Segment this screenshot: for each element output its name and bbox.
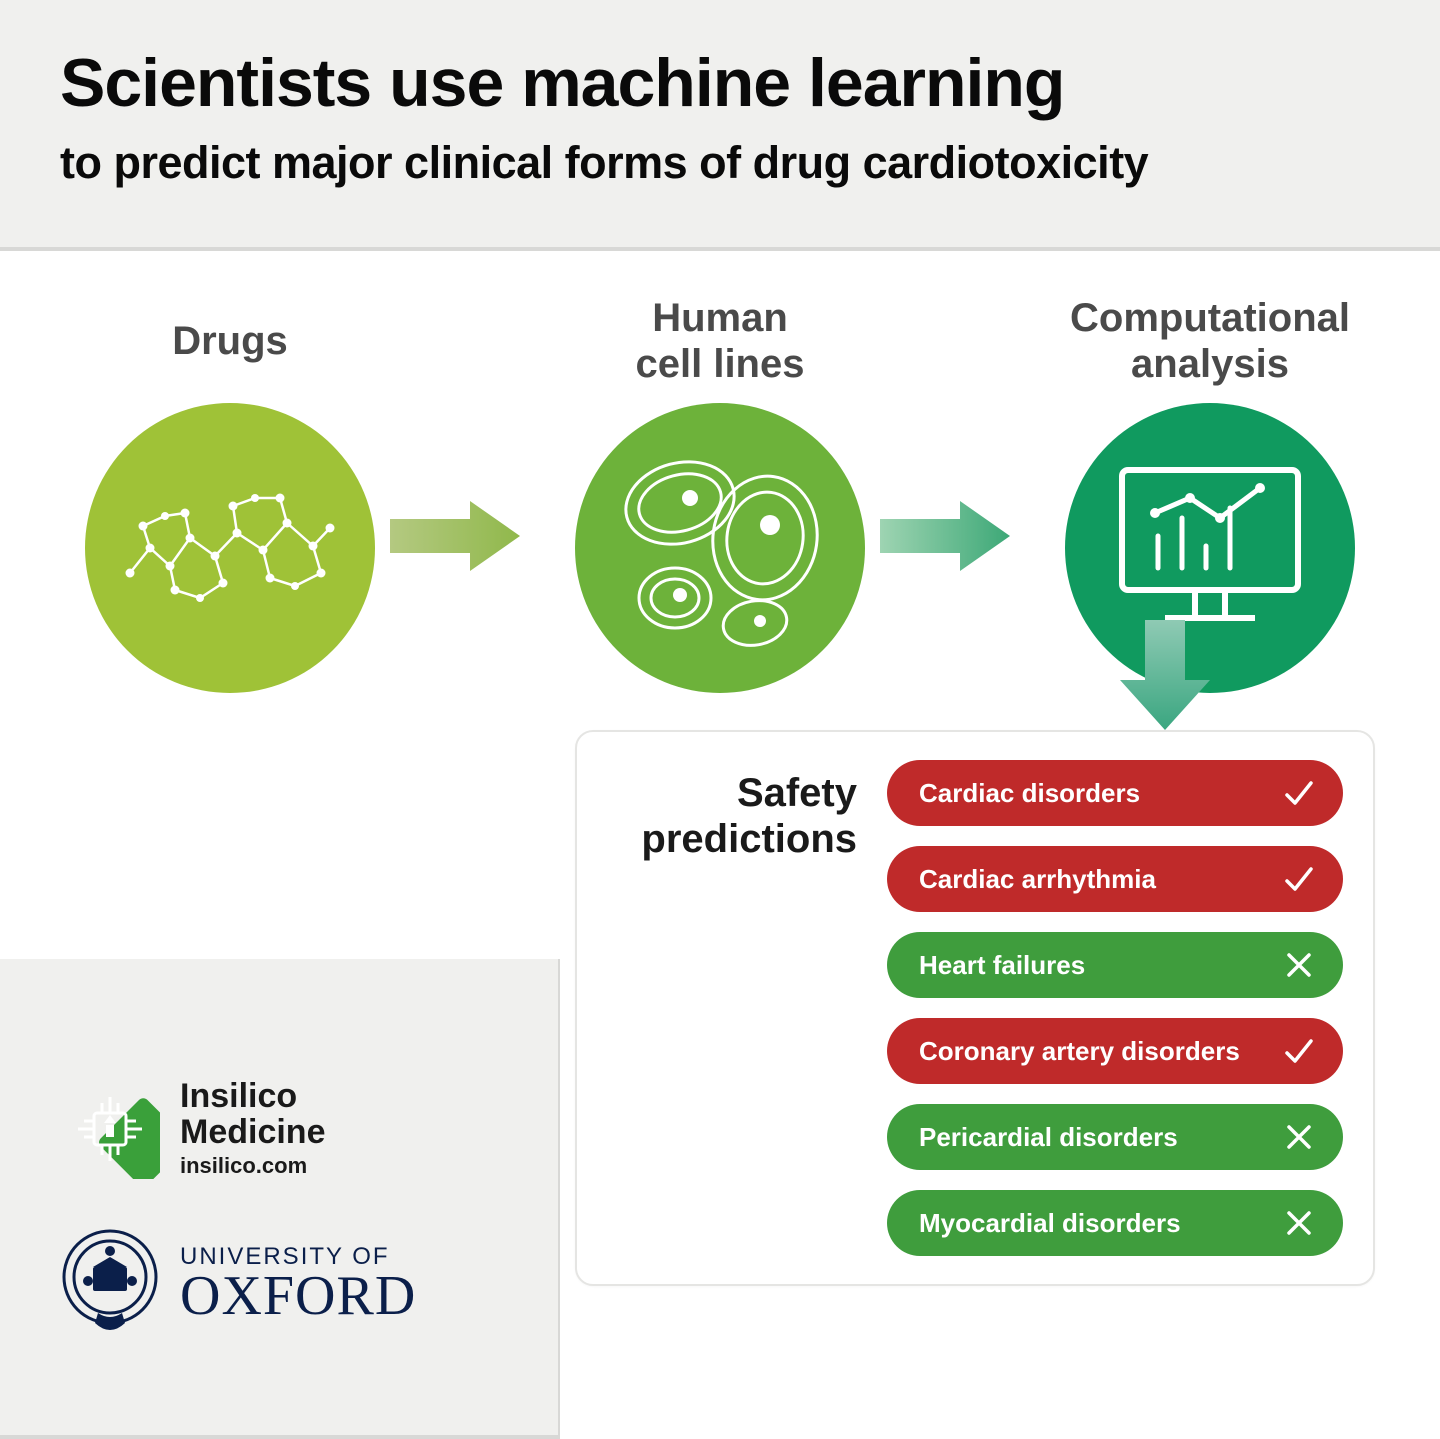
brands-block: Insilico Medicine insilico.com UNIVERS bbox=[0, 959, 560, 1439]
stage-analysis: Computational analysis bbox=[1040, 291, 1380, 693]
header: Scientists use machine learning to predi… bbox=[0, 0, 1440, 251]
circle-cells bbox=[575, 403, 865, 693]
page-subtitle: to predict major clinical forms of drug … bbox=[60, 137, 1380, 189]
page-title: Scientists use machine learning bbox=[60, 48, 1380, 119]
prediction-pill: Cardiac disorders bbox=[887, 760, 1343, 826]
insilico-logo-icon bbox=[60, 1079, 160, 1179]
stage-label: Drugs bbox=[172, 291, 288, 391]
stage-label: Human cell lines bbox=[636, 291, 805, 391]
pill-label: Cardiac arrhythmia bbox=[919, 864, 1156, 895]
circle-analysis bbox=[1065, 403, 1355, 693]
circle-drugs bbox=[85, 403, 375, 693]
cells-icon bbox=[610, 443, 830, 653]
oxford-crest-icon bbox=[60, 1227, 160, 1337]
process-flow: Drugs bbox=[0, 251, 1440, 703]
insilico-name-1: Insilico bbox=[180, 1079, 325, 1115]
arrow-2 bbox=[880, 501, 1010, 571]
pill-label: Cardiac disorders bbox=[919, 778, 1140, 809]
arrow-down bbox=[1120, 620, 1210, 730]
monitor-chart-icon bbox=[1110, 458, 1310, 638]
molecule-icon bbox=[115, 478, 345, 618]
stage-cells: Human cell lines bbox=[550, 291, 890, 693]
stage-label: Computational analysis bbox=[1070, 291, 1350, 391]
insilico-brand: Insilico Medicine insilico.com bbox=[60, 1079, 518, 1179]
insilico-url: insilico.com bbox=[180, 1153, 325, 1179]
arrow-1 bbox=[390, 501, 520, 571]
prediction-pill: Cardiac arrhythmia bbox=[887, 846, 1343, 912]
check-icon bbox=[1281, 775, 1317, 811]
oxford-brand: UNIVERSITY OF OXFORD bbox=[60, 1227, 518, 1337]
stage-drugs: Drugs bbox=[60, 291, 400, 693]
oxford-main: OXFORD bbox=[180, 1271, 416, 1321]
insilico-name-2: Medicine bbox=[180, 1115, 325, 1151]
check-icon bbox=[1281, 861, 1317, 897]
